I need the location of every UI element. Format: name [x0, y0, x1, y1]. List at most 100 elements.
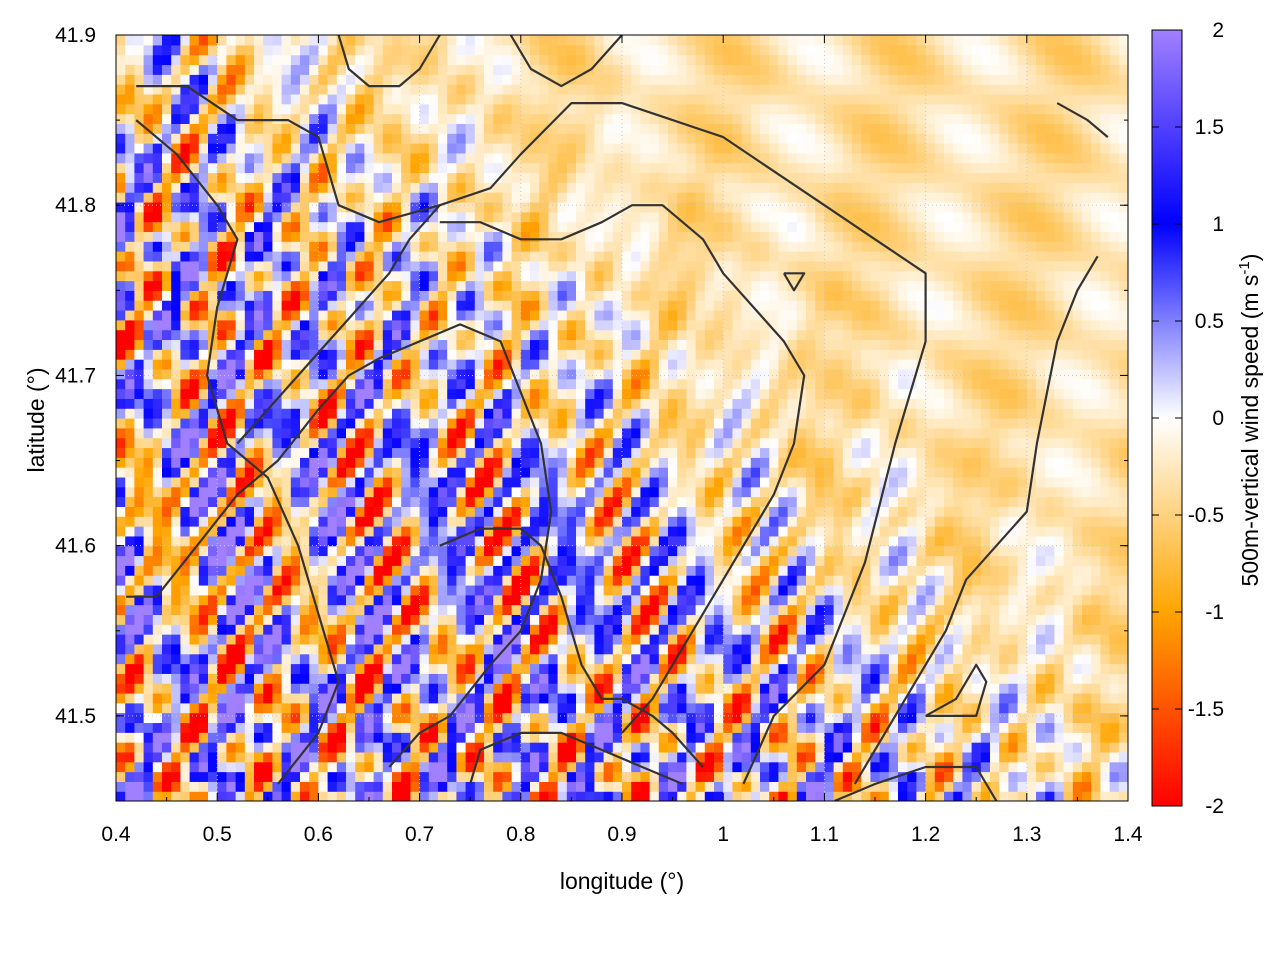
heat-cell — [1118, 653, 1128, 665]
heat-cell — [281, 526, 292, 537]
heat-cell — [254, 781, 264, 792]
heat-cell — [649, 457, 660, 468]
heat-cell — [189, 398, 200, 409]
heat-cell — [520, 663, 531, 674]
heat-cell — [1036, 771, 1046, 782]
heat-cell — [980, 643, 991, 655]
heat-cell — [806, 359, 816, 370]
heat-cell — [870, 683, 881, 694]
heat-cell — [1008, 447, 1019, 458]
heat-cell — [281, 467, 292, 478]
heat-cell — [428, 584, 439, 596]
heat-cell — [373, 702, 384, 714]
heat-cell — [1008, 388, 1019, 399]
heat-cell — [1026, 761, 1037, 773]
heat-cell — [401, 467, 411, 478]
heat-cell — [373, 496, 384, 507]
heat-cell — [410, 388, 421, 399]
heat-cell — [668, 565, 678, 576]
heat-cell — [750, 408, 761, 419]
heat-cell — [208, 722, 218, 733]
heat-cell — [566, 683, 577, 694]
heat-cell — [171, 408, 181, 419]
heat-cell — [456, 496, 467, 507]
heat-cell — [217, 516, 227, 527]
heat-cell — [806, 604, 816, 616]
heat-cell — [962, 359, 973, 370]
heat-cell — [152, 565, 163, 576]
heat-cell — [1091, 634, 1101, 645]
heat-cell — [410, 545, 421, 557]
heat-cell — [281, 663, 292, 674]
heat-cell — [741, 624, 752, 635]
heat-cell — [612, 653, 623, 665]
heat-cell — [953, 702, 963, 714]
heat-cell — [272, 624, 283, 635]
heat-cell — [944, 584, 954, 596]
heat-cell — [493, 526, 503, 537]
heat-cell — [355, 388, 365, 399]
heat-cell — [925, 732, 936, 743]
heat-cell — [198, 555, 209, 566]
heat-cell — [309, 378, 319, 390]
heat-cell — [852, 742, 862, 753]
heat-cell — [1026, 427, 1037, 439]
heat-cell — [594, 653, 605, 665]
heat-cell — [971, 683, 982, 694]
heat-cell — [152, 496, 163, 507]
heat-cell — [870, 555, 881, 566]
heat-cell — [134, 742, 145, 753]
heat-cell — [778, 653, 789, 665]
heat-cell — [198, 692, 209, 704]
heat-cell — [557, 692, 568, 704]
heat-cell — [1118, 673, 1128, 684]
heat-cell — [355, 368, 365, 380]
heat-cell — [658, 692, 669, 704]
heat-cell — [944, 535, 954, 547]
heat-cell — [410, 742, 421, 753]
heat-cell — [474, 378, 485, 390]
heat-cell — [198, 683, 209, 694]
heat-cell — [346, 427, 356, 439]
heat-cell — [171, 771, 181, 782]
heat-cell — [1036, 742, 1046, 753]
heat-cell — [456, 555, 467, 566]
heat-cell — [668, 398, 678, 409]
heat-cell — [1008, 722, 1019, 733]
heat-cell — [1045, 437, 1055, 449]
heat-cell — [401, 447, 411, 458]
heat-cell — [990, 643, 1000, 655]
heat-cell — [346, 683, 356, 694]
heat-cell — [888, 673, 899, 684]
heatmap-cells — [116, 35, 1128, 801]
heat-cell — [1072, 732, 1083, 743]
heat-cell — [373, 467, 384, 478]
heat-cell — [631, 526, 641, 537]
heat-cell — [925, 447, 936, 458]
heat-cell — [787, 555, 798, 566]
heat-cell — [953, 398, 963, 409]
heat-cell — [750, 535, 761, 547]
heat-cell — [980, 575, 991, 586]
heat-cell — [760, 624, 770, 635]
heat-cell — [134, 388, 145, 399]
heat-cell — [944, 427, 954, 439]
heat-cell — [1118, 486, 1128, 498]
heat-cell — [244, 575, 255, 586]
heat-cell — [548, 467, 559, 478]
heat-cell — [300, 555, 310, 566]
heat-cell — [272, 388, 283, 399]
heat-cell — [934, 584, 945, 596]
heat-cell — [1063, 663, 1074, 674]
heat-cell — [557, 368, 568, 380]
heat-cell — [456, 594, 467, 606]
heat-cell — [594, 368, 605, 380]
heat-cell — [511, 496, 522, 507]
heat-cell — [944, 742, 954, 753]
heat-cell — [355, 653, 365, 665]
heat-cell — [870, 545, 881, 557]
heat-cell — [1100, 614, 1111, 625]
heat-cell — [208, 653, 218, 665]
heat-cell — [300, 378, 310, 390]
heat-cell — [502, 388, 513, 399]
